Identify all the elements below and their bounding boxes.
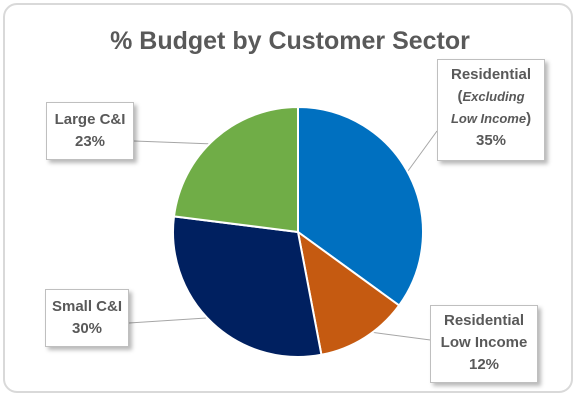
callout-residential-line1: Residential bbox=[450, 66, 532, 83]
pie-slices bbox=[172, 105, 424, 358]
callout-small-ci-line1: Small C&I bbox=[51, 298, 123, 315]
callout-large-ci-line1: Large C&I bbox=[54, 111, 126, 128]
callout-residential-pct: 35% bbox=[475, 132, 507, 149]
leader-small-ci bbox=[128, 316, 218, 324]
callout-residential: Residential (Excluding Low Income) 35% bbox=[437, 59, 545, 161]
callout-low-income-line2: Low Income bbox=[440, 334, 528, 351]
slice-residential-low-income bbox=[296, 229, 401, 356]
leader-large-ci bbox=[133, 140, 221, 145]
callout-small-ci-pct: 30% bbox=[71, 320, 103, 337]
chart-area: % Budget by Customer Sector Residential … bbox=[3, 3, 573, 393]
chart-title: % Budget by Customer Sector bbox=[110, 27, 470, 55]
callout-low-income: Residential Low Income 12% bbox=[430, 305, 538, 383]
callout-small-ci: Small C&I 30% bbox=[45, 289, 129, 347]
callout-large-ci-pct: 23% bbox=[74, 133, 106, 150]
callout-large-ci: Large C&I 23% bbox=[46, 102, 134, 160]
pie-chart bbox=[128, 105, 439, 358]
callout-residential-line3: Low Income) bbox=[450, 110, 532, 127]
slice-residential bbox=[297, 105, 424, 307]
slice-small-ci bbox=[172, 215, 323, 358]
callout-low-income-line1: Residential bbox=[443, 312, 525, 329]
callout-residential-line2: (Excluding bbox=[457, 88, 525, 105]
slice-large-ci bbox=[172, 105, 299, 234]
callout-low-income-pct: 12% bbox=[468, 356, 500, 373]
